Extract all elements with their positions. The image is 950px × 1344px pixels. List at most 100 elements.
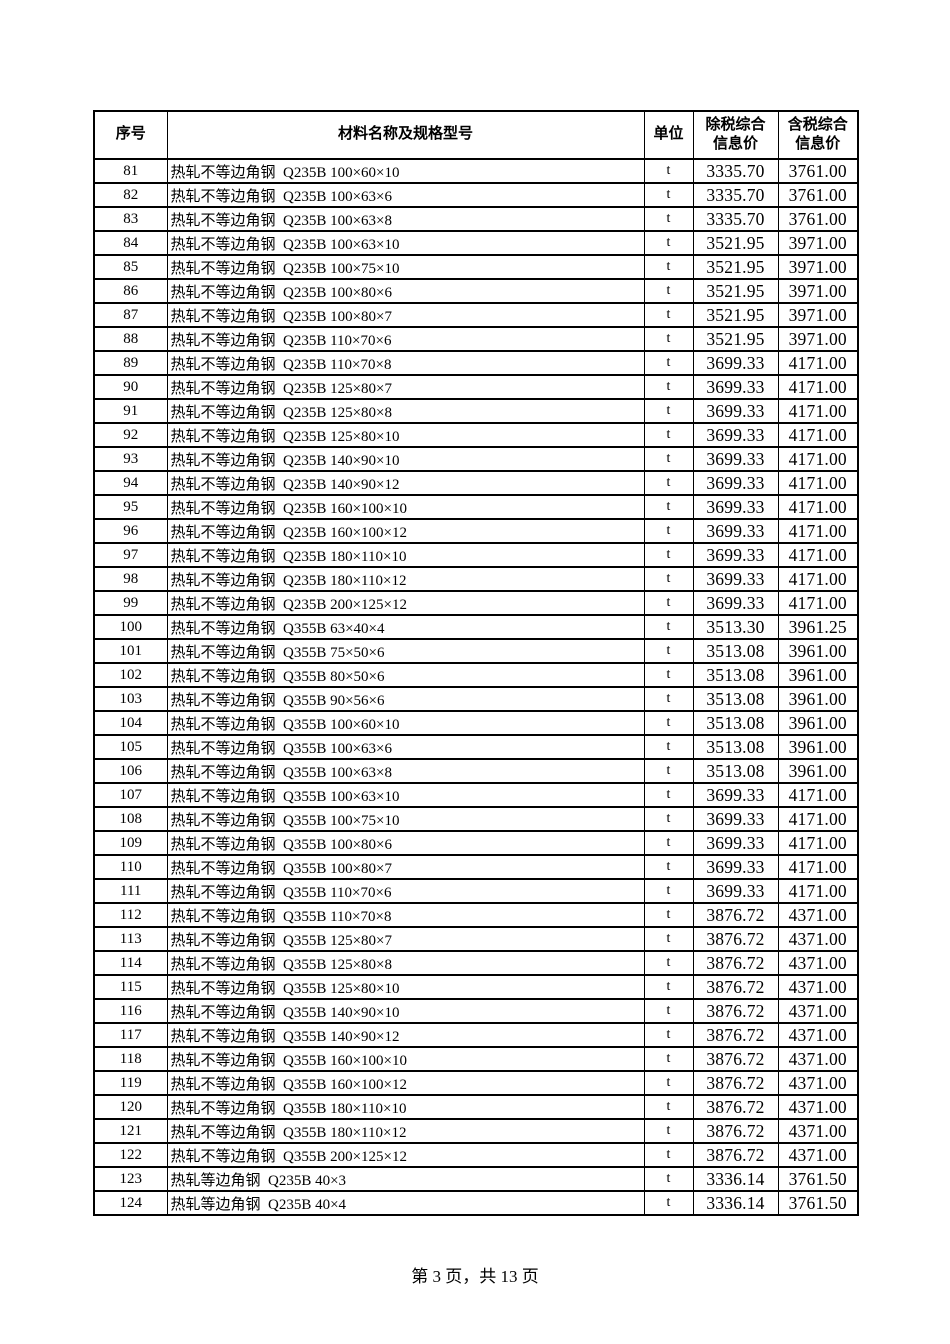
cell-price-incl-tax: 4371.00 bbox=[777, 1070, 859, 1096]
table-row: 88 热轧不等边角钢 Q235B 110×70×6 t 3521.95 3971.00 bbox=[93, 326, 859, 352]
table-row: 118 热轧不等边角钢 Q355B 160×100×10 t 3876.72 4371.… bbox=[93, 1046, 859, 1072]
cell-material-name: 热轧不等边角钢 Q355B 63×40×4 bbox=[166, 614, 645, 640]
cell-serial-no: 87 bbox=[93, 302, 168, 328]
cell-material-name: 热轧不等边角钢 Q355B 110×70×6 bbox=[166, 878, 645, 904]
cell-serial-no: 119 bbox=[93, 1070, 168, 1096]
cell-serial-no: 120 bbox=[93, 1094, 168, 1120]
table-row: 113 热轧不等边角钢 Q355B 125×80×7 t 3876.72 4371.00 bbox=[93, 926, 859, 952]
table-row: 86 热轧不等边角钢 Q235B 100×80×6 t 3521.95 3971.00 bbox=[93, 278, 859, 304]
cell-material-name: 热轧不等边角钢 Q355B 160×100×10 bbox=[166, 1046, 645, 1072]
cell-serial-no: 102 bbox=[93, 662, 168, 688]
cell-price-excl-tax: 3876.72 bbox=[692, 1142, 779, 1168]
cell-price-incl-tax: 4171.00 bbox=[777, 494, 859, 520]
cell-serial-no: 84 bbox=[93, 230, 168, 256]
cell-material-name: 热轧不等边角钢 Q235B 100×80×7 bbox=[166, 302, 645, 328]
cell-price-incl-tax: 3971.00 bbox=[777, 278, 859, 304]
cell-serial-no: 90 bbox=[93, 374, 168, 400]
column-header-serial-no: 序号 bbox=[93, 110, 168, 160]
cell-price-incl-tax: 4171.00 bbox=[777, 806, 859, 832]
cell-price-incl-tax: 3971.00 bbox=[777, 326, 859, 352]
cell-price-incl-tax: 4171.00 bbox=[777, 566, 859, 592]
cell-serial-no: 92 bbox=[93, 422, 168, 448]
table-row: 122 热轧不等边角钢 Q355B 200×125×12 t 3876.72 4371.… bbox=[93, 1142, 859, 1168]
table-row: 121 热轧不等边角钢 Q355B 180×110×12 t 3876.72 4371.… bbox=[93, 1118, 859, 1144]
cell-price-excl-tax: 3513.08 bbox=[692, 734, 779, 760]
cell-material-name: 热轧不等边角钢 Q355B 110×70×8 bbox=[166, 902, 645, 928]
cell-serial-no: 110 bbox=[93, 854, 168, 880]
column-header-price-incl-tax: 含税综合 信息价 bbox=[777, 110, 859, 160]
cell-material-name: 热轧不等边角钢 Q355B 125×80×10 bbox=[166, 974, 645, 1000]
cell-serial-no: 93 bbox=[93, 446, 168, 472]
cell-serial-no: 113 bbox=[93, 926, 168, 952]
cell-unit: t bbox=[643, 398, 694, 424]
cell-price-excl-tax: 3876.72 bbox=[692, 1118, 779, 1144]
cell-price-excl-tax: 3699.33 bbox=[692, 422, 779, 448]
cell-serial-no: 104 bbox=[93, 710, 168, 736]
cell-material-name: 热轧不等边角钢 Q355B 140×90×12 bbox=[166, 1022, 645, 1048]
cell-material-name: 热轧不等边角钢 Q355B 100×80×6 bbox=[166, 830, 645, 856]
cell-serial-no: 99 bbox=[93, 590, 168, 616]
cell-serial-no: 88 bbox=[93, 326, 168, 352]
cell-price-incl-tax: 4371.00 bbox=[777, 1142, 859, 1168]
cell-unit: t bbox=[643, 1142, 694, 1168]
cell-price-excl-tax: 3699.33 bbox=[692, 542, 779, 568]
cell-price-incl-tax: 4371.00 bbox=[777, 1022, 859, 1048]
cell-serial-no: 112 bbox=[93, 902, 168, 928]
cell-serial-no: 103 bbox=[93, 686, 168, 712]
cell-price-excl-tax: 3513.08 bbox=[692, 638, 779, 664]
cell-price-excl-tax: 3876.72 bbox=[692, 950, 779, 976]
cell-price-excl-tax: 3699.33 bbox=[692, 350, 779, 376]
cell-material-name: 热轧不等边角钢 Q355B 100×63×6 bbox=[166, 734, 645, 760]
cell-unit: t bbox=[643, 638, 694, 664]
cell-price-excl-tax: 3513.08 bbox=[692, 758, 779, 784]
cell-price-incl-tax: 4171.00 bbox=[777, 542, 859, 568]
cell-material-name: 热轧不等边角钢 Q355B 90×56×6 bbox=[166, 686, 645, 712]
material-price-table: 序号 材料名称及规格型号 单位 除税综合 信息价 含税综合 信息价 81 热轧不等… bbox=[93, 110, 859, 1216]
cell-unit: t bbox=[643, 206, 694, 232]
cell-unit: t bbox=[643, 734, 694, 760]
cell-unit: t bbox=[643, 470, 694, 496]
table-row: 93 热轧不等边角钢 Q235B 140×90×10 t 3699.33 4171.00 bbox=[93, 446, 859, 472]
cell-unit: t bbox=[643, 1166, 694, 1192]
cell-material-name: 热轧等边角钢 Q235B 40×4 bbox=[166, 1190, 645, 1216]
table-header: 序号 材料名称及规格型号 单位 除税综合 信息价 含税综合 信息价 bbox=[93, 110, 859, 160]
cell-price-incl-tax: 3761.00 bbox=[777, 206, 859, 232]
table-row: 112 热轧不等边角钢 Q355B 110×70×8 t 3876.72 4371.00 bbox=[93, 902, 859, 928]
table-row: 115 热轧不等边角钢 Q355B 125×80×10 t 3876.72 4371.0… bbox=[93, 974, 859, 1000]
cell-serial-no: 97 bbox=[93, 542, 168, 568]
cell-price-excl-tax: 3699.33 bbox=[692, 518, 779, 544]
cell-material-name: 热轧不等边角钢 Q235B 180×110×12 bbox=[166, 566, 645, 592]
cell-unit: t bbox=[643, 758, 694, 784]
cell-unit: t bbox=[643, 326, 694, 352]
cell-unit: t bbox=[643, 1046, 694, 1072]
cell-serial-no: 83 bbox=[93, 206, 168, 232]
cell-price-incl-tax: 4171.00 bbox=[777, 374, 859, 400]
cell-unit: t bbox=[643, 950, 694, 976]
cell-material-name: 热轧不等边角钢 Q355B 100×60×10 bbox=[166, 710, 645, 736]
cell-price-incl-tax: 4371.00 bbox=[777, 1094, 859, 1120]
cell-material-name: 热轧不等边角钢 Q235B 100×63×8 bbox=[166, 206, 645, 232]
cell-unit: t bbox=[643, 710, 694, 736]
cell-price-excl-tax: 3876.72 bbox=[692, 1022, 779, 1048]
table-row: 124 热轧等边角钢 Q235B 40×4 t 3336.14 3761.50 bbox=[93, 1190, 859, 1216]
table-row: 97 热轧不等边角钢 Q235B 180×110×10 t 3699.33 4171.0… bbox=[93, 542, 859, 568]
cell-serial-no: 96 bbox=[93, 518, 168, 544]
cell-price-excl-tax: 3876.72 bbox=[692, 974, 779, 1000]
cell-serial-no: 121 bbox=[93, 1118, 168, 1144]
cell-price-incl-tax: 4171.00 bbox=[777, 350, 859, 376]
cell-material-name: 热轧不等边角钢 Q235B 160×100×12 bbox=[166, 518, 645, 544]
cell-serial-no: 115 bbox=[93, 974, 168, 1000]
cell-price-excl-tax: 3699.33 bbox=[692, 446, 779, 472]
table-row: 120 热轧不等边角钢 Q355B 180×110×10 t 3876.72 4371.… bbox=[93, 1094, 859, 1120]
cell-material-name: 热轧不等边角钢 Q355B 140×90×10 bbox=[166, 998, 645, 1024]
cell-material-name: 热轧不等边角钢 Q355B 75×50×6 bbox=[166, 638, 645, 664]
cell-unit: t bbox=[643, 254, 694, 280]
cell-serial-no: 106 bbox=[93, 758, 168, 784]
cell-serial-no: 94 bbox=[93, 470, 168, 496]
cell-serial-no: 91 bbox=[93, 398, 168, 424]
cell-price-excl-tax: 3699.33 bbox=[692, 398, 779, 424]
document-sheet: 序号 材料名称及规格型号 单位 除税综合 信息价 含税综合 信息价 81 热轧不等… bbox=[93, 110, 859, 1216]
cell-price-excl-tax: 3521.95 bbox=[692, 326, 779, 352]
cell-serial-no: 122 bbox=[93, 1142, 168, 1168]
cell-price-incl-tax: 3971.00 bbox=[777, 302, 859, 328]
